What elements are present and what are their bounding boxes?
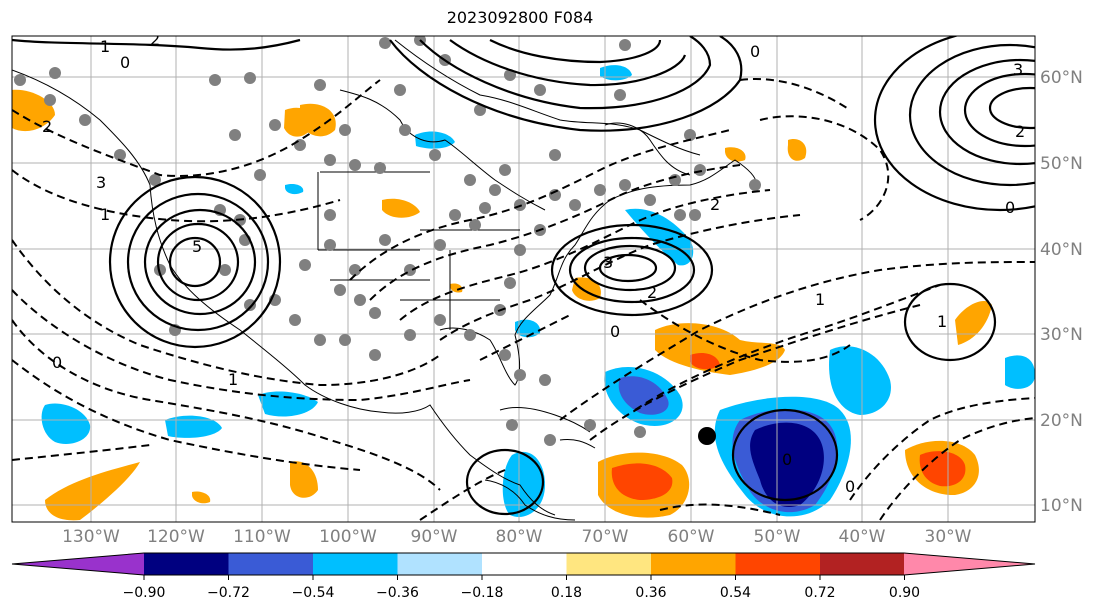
contours-dashed: [12, 78, 1035, 521]
lat-tick-label: 10°N: [1040, 496, 1083, 516]
contour-label: 3: [96, 173, 106, 192]
colorbar-segment: [651, 553, 736, 575]
lon-tick-label: 90°W: [411, 527, 458, 547]
colorbar-tick-label: −0.54: [292, 585, 335, 601]
contour-label: 0: [120, 53, 130, 72]
lon-tick-label: 100°W: [319, 527, 377, 547]
contour-label: 0: [52, 353, 62, 372]
contour-label: 2: [1015, 122, 1025, 141]
contour-label-group: 1 2 0 3 5 1 0 2 3 2 1 2 0 1 0 0 1 2 0 0 …: [42, 30, 1025, 496]
storm-center-dot: [698, 427, 716, 445]
lon-tick-label: 130°W: [62, 527, 120, 547]
lat-tick-label: 50°N: [1040, 154, 1083, 174]
colorbar-segment: [566, 553, 651, 575]
colorbar-segment: [228, 553, 313, 575]
lat-tick-label: 20°N: [1040, 411, 1083, 431]
colorbar-tick-label: 0.18: [551, 585, 582, 601]
contour-label: 0: [1005, 198, 1015, 217]
lon-tick-label: 60°W: [668, 527, 715, 547]
colorbar-segment: [313, 553, 398, 575]
contour-label: 0: [845, 477, 855, 496]
contour-label: 1: [815, 290, 825, 309]
lon-tick-label: 40°W: [839, 527, 886, 547]
contour-label: 5: [192, 237, 202, 256]
observation-sites: [14, 36, 761, 446]
colorbar-tick-label: 0.90: [889, 585, 920, 601]
contour-label: 1: [100, 37, 110, 56]
contour-label: 2: [42, 117, 52, 136]
colorbar-segment: [144, 553, 229, 575]
contour-label: 2: [710, 195, 720, 214]
colorbar-segment: [12, 553, 144, 575]
contour-label: 3: [1013, 60, 1023, 79]
lon-tick-label: 70°W: [582, 527, 629, 547]
contour-label: 3: [603, 253, 613, 272]
colorbar-segment: [904, 553, 1035, 575]
contours-solid: [12, 36, 1035, 516]
map-title: 2023092800 F084: [446, 8, 594, 27]
colorbar-segment: [397, 553, 482, 575]
lon-tick-label: 30°W: [925, 527, 972, 547]
colorbar-tick-label: 0.72: [804, 585, 835, 601]
longitude-axis: 130°W 120°W 110°W 100°W 90°W 80°W 70°W 6…: [62, 527, 972, 547]
colorbar-segment: [820, 553, 905, 575]
lon-tick-label: 50°W: [754, 527, 801, 547]
lon-tick-label: 120°W: [147, 527, 205, 547]
colorbar-tick-label: −0.72: [207, 585, 250, 601]
contour-label: 0: [610, 322, 620, 341]
colorbar-segment: [482, 553, 567, 575]
colorbar-segment: [735, 553, 820, 575]
contour-label: 1: [937, 312, 947, 331]
map-frame: [12, 36, 1035, 522]
colorbar-tick-label: −0.90: [123, 585, 166, 601]
lat-tick-label: 40°N: [1040, 240, 1083, 260]
contour-label: 0: [782, 450, 792, 469]
latitude-axis: 60°N 50°N 40°N 30°N 20°N 10°N: [1040, 68, 1083, 516]
lon-tick-label: 110°W: [233, 527, 291, 547]
contour-label: 0: [750, 42, 760, 61]
colorbar: −0.90 −0.72 −0.54 −0.36 −0.18 0.18 0.36 …: [11, 552, 1036, 601]
contour-label: 1: [100, 205, 110, 224]
colorbar-tick-label: 0.54: [720, 585, 751, 601]
coastlines: [12, 39, 757, 521]
map-border: [11, 35, 1036, 523]
colorbar-tick-label: 0.36: [635, 585, 666, 601]
lon-tick-label: 80°W: [496, 527, 543, 547]
colorbar-tick-label: −0.36: [376, 585, 419, 601]
lat-tick-label: 60°N: [1040, 68, 1083, 88]
graticule: [12, 36, 1035, 522]
colorbar-tick-label: −0.18: [461, 585, 504, 601]
contour-label: 2: [150, 30, 160, 49]
lat-tick-label: 30°N: [1040, 325, 1083, 345]
contour-label: 2: [647, 283, 657, 302]
contour-label: 1: [228, 370, 238, 389]
